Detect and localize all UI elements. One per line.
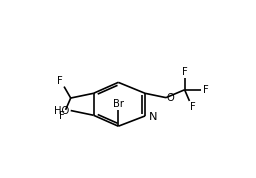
Text: F: F — [190, 102, 196, 112]
Text: F: F — [59, 111, 64, 121]
Text: O: O — [167, 93, 175, 103]
Text: N: N — [149, 112, 157, 122]
Text: F: F — [57, 76, 63, 86]
Text: Br: Br — [113, 99, 124, 109]
Text: HO: HO — [54, 106, 69, 116]
Text: F: F — [203, 85, 209, 95]
Text: F: F — [182, 67, 187, 77]
